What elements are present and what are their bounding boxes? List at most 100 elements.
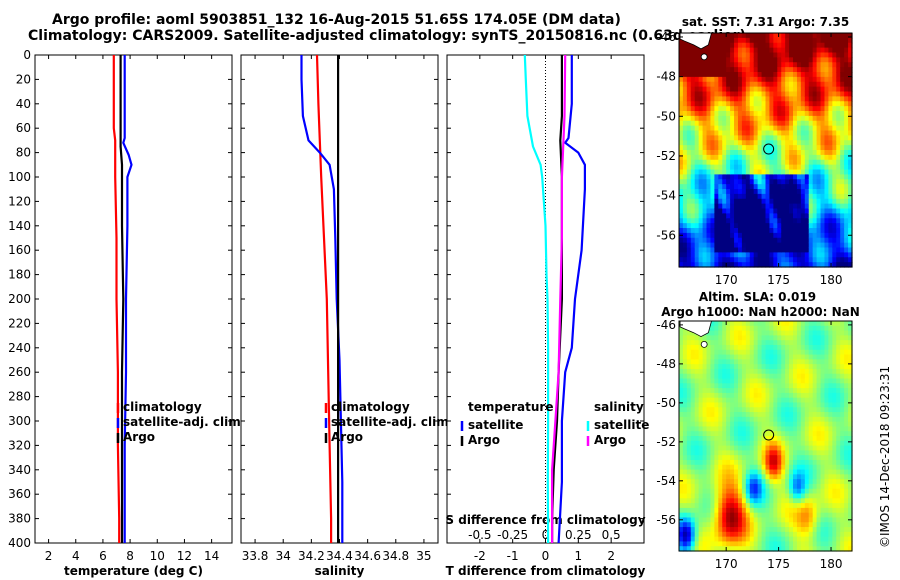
- heatmap-cell: [726, 364, 731, 370]
- heatmap-cell: [769, 86, 774, 93]
- heatmap-cell: [781, 421, 786, 428]
- heatmap-cell: [702, 392, 708, 399]
- heatmap-cell: [808, 541, 814, 547]
- heatmap-cell: [706, 120, 712, 127]
- heatmap-cell: [679, 52, 684, 58]
- heatmap-cell: [698, 130, 704, 136]
- heatmap-cell: [718, 503, 723, 509]
- heatmap-cell: [781, 488, 786, 495]
- heatmap-cell: [840, 498, 845, 504]
- heatmap-cell: [848, 174, 853, 180]
- heatmap-cell: [702, 130, 708, 136]
- heatmap-cell: [844, 412, 849, 418]
- heatmap-cell: [848, 159, 853, 166]
- heatmap-cell: [686, 541, 692, 547]
- heatmap-cell: [785, 541, 790, 547]
- heatmap-cell: [765, 223, 771, 229]
- heatmap-cell: [702, 483, 708, 490]
- heatmap-cell: [800, 228, 806, 234]
- heatmap-cell: [706, 364, 712, 370]
- heatmap-cell: [840, 335, 845, 341]
- heatmap-cell: [800, 536, 806, 543]
- heatmap-cell: [781, 483, 786, 490]
- heatmap-cell: [785, 174, 790, 180]
- heatmap-cell: [832, 397, 837, 404]
- heatmap-cell: [828, 536, 833, 543]
- heatmap-cell: [848, 130, 853, 136]
- heatmap-cell: [690, 354, 696, 360]
- heatmap-cell: [706, 512, 712, 519]
- heatmap-cell: [793, 512, 798, 519]
- heatmap-cell: [745, 247, 751, 253]
- heatmap-cell: [789, 517, 794, 523]
- heatmap-cell: [730, 536, 735, 543]
- heatmap-cell: [844, 455, 849, 461]
- heatmap-cell: [773, 364, 778, 370]
- heatmap-cell: [832, 76, 837, 83]
- y-tick-label: -46: [656, 318, 676, 332]
- y-tick-label: 60: [16, 121, 31, 135]
- heatmap-cell: [812, 469, 818, 475]
- heatmap-cell: [679, 91, 684, 97]
- heatmap-cell: [694, 179, 700, 185]
- heatmap-cell: [702, 164, 708, 171]
- heatmap-cell: [710, 223, 715, 229]
- heatmap-cell: [848, 344, 853, 351]
- heatmap-cell: [796, 359, 802, 365]
- heatmap-cell: [726, 541, 731, 547]
- heatmap-cell: [714, 412, 719, 418]
- heatmap-cell: [679, 150, 684, 156]
- heatmap-cell: [793, 459, 798, 466]
- heatmap-cell: [734, 479, 739, 485]
- heatmap-cell: [840, 106, 845, 112]
- heatmap-cell: [741, 57, 747, 63]
- heatmap-cell: [718, 498, 723, 504]
- heatmap-cell: [737, 179, 743, 185]
- heatmap-cell: [832, 469, 837, 475]
- heatmap-cell: [741, 455, 747, 461]
- heatmap-cell: [706, 402, 712, 408]
- heatmap-cell: [753, 498, 759, 504]
- heatmap-cell: [714, 57, 719, 63]
- heatmap-cell: [804, 340, 810, 346]
- heatmap-cell: [753, 392, 759, 399]
- heatmap-cell: [836, 96, 841, 102]
- heatmap-cell: [702, 115, 708, 122]
- heatmap-cell: [836, 383, 841, 389]
- heatmap-cell: [714, 198, 719, 205]
- heatmap-cell: [698, 412, 704, 418]
- heatmap-cell: [698, 469, 704, 475]
- heatmap-cell: [848, 373, 853, 380]
- heatmap-cell: [726, 213, 731, 219]
- heatmap-cell: [714, 120, 719, 127]
- heatmap-cell: [781, 33, 786, 39]
- heatmap-cell: [796, 488, 802, 495]
- heatmap-cell: [749, 150, 755, 156]
- heatmap-cell: [844, 169, 849, 175]
- x-tick-label: 34.4: [326, 549, 353, 563]
- heatmap-cell: [682, 368, 688, 375]
- heatmap-cell: [694, 479, 700, 485]
- heatmap-cell: [749, 488, 755, 495]
- heatmap-cell: [816, 426, 822, 432]
- heatmap-cell: [812, 488, 818, 495]
- heatmap-cell: [781, 402, 786, 408]
- heatmap-cell: [745, 76, 751, 83]
- heatmap-cell: [793, 86, 798, 93]
- heatmap-cell: [718, 397, 723, 404]
- heatmap-cell: [694, 189, 700, 195]
- heatmap-cell: [753, 503, 759, 509]
- heatmap-cell: [777, 125, 782, 132]
- heatmap-cell: [749, 145, 755, 151]
- heatmap-cell: [820, 359, 826, 365]
- heatmap-cell: [682, 96, 688, 102]
- heatmap-cell: [741, 145, 747, 151]
- heatmap-cell: [773, 76, 778, 83]
- heatmap-cell: [726, 397, 731, 404]
- heatmap-cell: [686, 252, 692, 258]
- heatmap-cell: [785, 344, 790, 351]
- heatmap-cell: [710, 488, 715, 495]
- heatmap-cell: [773, 503, 778, 509]
- heatmap-cell: [694, 154, 700, 161]
- heatmap-cell: [840, 76, 845, 83]
